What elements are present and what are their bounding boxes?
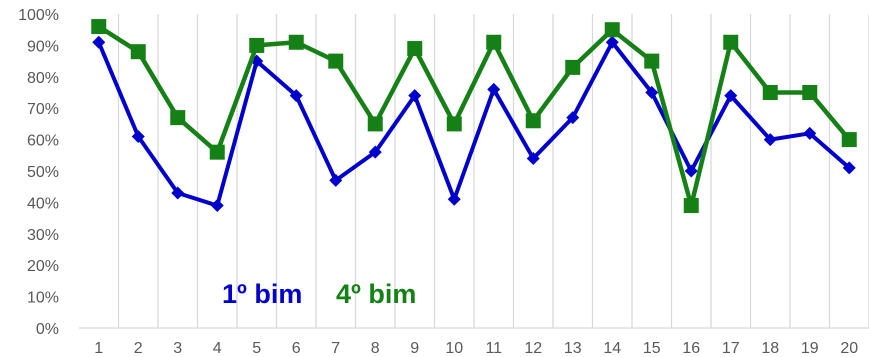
- x-tick-label: 11: [485, 340, 502, 357]
- data-point-marker: [368, 145, 382, 159]
- data-point-marker: [328, 53, 344, 69]
- y-tick-label: 50%: [27, 164, 59, 181]
- x-tick-label: 19: [801, 340, 819, 357]
- data-point-marker: [842, 161, 856, 175]
- data-point-marker: [171, 186, 185, 200]
- data-point-marker: [91, 19, 107, 35]
- series-1: [92, 35, 856, 213]
- data-point-marker: [604, 22, 620, 38]
- y-tick-label: 10%: [27, 290, 59, 307]
- x-tick-label: 8: [371, 340, 380, 357]
- data-point-marker: [803, 126, 817, 140]
- y-tick-label: 30%: [27, 227, 59, 244]
- data-point-marker: [329, 173, 343, 187]
- series-layer: [91, 19, 857, 214]
- legend-entry: 1º bim: [222, 279, 302, 309]
- data-point-marker: [683, 198, 699, 214]
- data-point-marker: [210, 199, 224, 213]
- data-point-marker: [289, 89, 303, 103]
- data-point-marker: [131, 129, 145, 143]
- x-tick-label: 12: [524, 340, 542, 357]
- legend: 1º bim 4º bim: [222, 279, 416, 309]
- data-point-marker: [367, 116, 383, 132]
- data-point-marker: [566, 111, 580, 125]
- x-tick-label: 10: [445, 340, 463, 357]
- data-point-marker: [130, 44, 146, 60]
- x-tick-label: 1: [94, 340, 103, 357]
- data-point-marker: [408, 89, 422, 103]
- data-point-marker: [249, 37, 265, 53]
- data-point-marker: [526, 151, 540, 165]
- y-tick-label: 70%: [27, 101, 59, 118]
- y-tick-label: 0%: [36, 321, 59, 338]
- data-point-marker: [447, 192, 461, 206]
- x-tick-label: 9: [410, 340, 419, 357]
- y-tick-label: 90%: [27, 38, 59, 55]
- data-point-marker: [762, 85, 778, 100]
- data-point-marker: [170, 110, 186, 126]
- data-point-marker: [565, 59, 581, 75]
- x-tick-label: 5: [252, 340, 261, 357]
- series-line: [96, 40, 851, 208]
- y-tick-label: 20%: [27, 258, 59, 275]
- data-point-marker: [841, 132, 857, 148]
- data-point-marker: [209, 144, 225, 160]
- grid-lines: [117, 14, 869, 328]
- x-tick-label: 13: [564, 340, 582, 357]
- x-tick-label: 16: [682, 340, 700, 357]
- data-point-marker: [605, 35, 619, 49]
- data-point-marker: [644, 53, 660, 69]
- data-point-marker: [723, 34, 739, 50]
- data-point-marker: [645, 86, 659, 99]
- y-tick-label: 40%: [27, 195, 59, 212]
- y-tick-label: 80%: [27, 70, 59, 87]
- data-point-marker: [288, 34, 304, 50]
- x-tick-label: 6: [292, 340, 301, 357]
- data-point-marker: [407, 41, 423, 57]
- data-point-marker: [802, 85, 818, 100]
- data-point-marker: [487, 82, 501, 96]
- legend-entry: 4º bim: [336, 279, 416, 309]
- x-tick-label: 15: [643, 340, 661, 357]
- data-point-marker: [763, 133, 777, 147]
- series-line: [97, 24, 851, 208]
- x-tick-label: 2: [134, 340, 143, 357]
- y-tick-label: 60%: [27, 133, 59, 150]
- x-tick-label: 7: [331, 340, 340, 357]
- data-point-marker: [724, 89, 738, 103]
- y-tick-label: 100%: [18, 7, 59, 24]
- data-point-marker: [486, 34, 502, 50]
- x-tick-label: 4: [213, 340, 222, 357]
- series-2: [91, 19, 857, 214]
- x-tick-label: 18: [761, 340, 779, 357]
- data-point-marker: [92, 35, 106, 49]
- data-point-marker: [684, 164, 698, 178]
- data-point-marker: [525, 113, 541, 129]
- x-tick-label: 14: [603, 340, 621, 357]
- axes: 0%10%20%30%40%50%60%70%80%90%100%1 2 3 4 5 6 7…: [18, 7, 869, 357]
- data-point-marker: [446, 116, 462, 132]
- x-tick-label: 17: [722, 340, 740, 357]
- x-tick-label: 3: [173, 340, 182, 357]
- x-tick-label: 20: [840, 340, 858, 357]
